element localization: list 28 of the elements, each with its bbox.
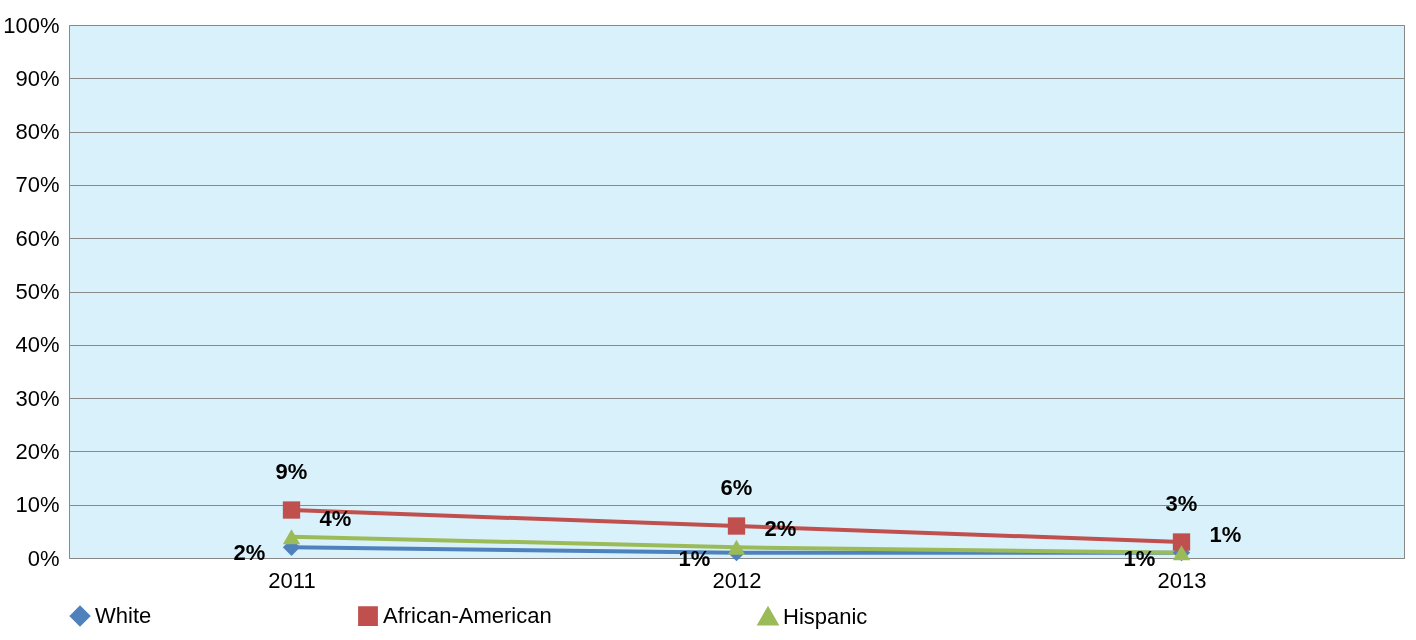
y-tick-label: 40% <box>15 332 60 358</box>
x-tick-label: 2012 <box>712 567 762 593</box>
y-tick-label: 30% <box>15 385 60 411</box>
data-label: 2% <box>233 540 266 566</box>
point <box>282 529 301 545</box>
y-tick-label: 50% <box>15 279 60 304</box>
y-tick-label: 20% <box>15 438 60 464</box>
point <box>282 501 301 519</box>
y-tick-label: 90% <box>15 65 60 91</box>
y-tick-label: 0% <box>27 545 60 571</box>
legend-label: Hispanic <box>783 603 868 629</box>
data-label: 3% <box>1165 491 1198 517</box>
legend-label: White <box>95 603 152 629</box>
point <box>727 517 746 535</box>
y-tick-label: 10% <box>15 492 60 518</box>
data-label: 9% <box>275 459 308 485</box>
y-tick-label: 100% <box>3 12 60 38</box>
point <box>727 539 746 555</box>
data-label: 4% <box>319 505 352 531</box>
legend-label: African-American <box>383 603 552 629</box>
data-label: 1% <box>1209 521 1242 547</box>
y-tick-label: 80% <box>15 119 60 145</box>
data-label: 6% <box>720 475 753 501</box>
x-tick-label: 2011 <box>268 567 316 593</box>
y-tick-label: 70% <box>15 172 60 198</box>
y-tick-label: 60% <box>15 225 60 251</box>
x-tick-label: 2013 <box>1157 567 1207 593</box>
point <box>1172 533 1191 551</box>
